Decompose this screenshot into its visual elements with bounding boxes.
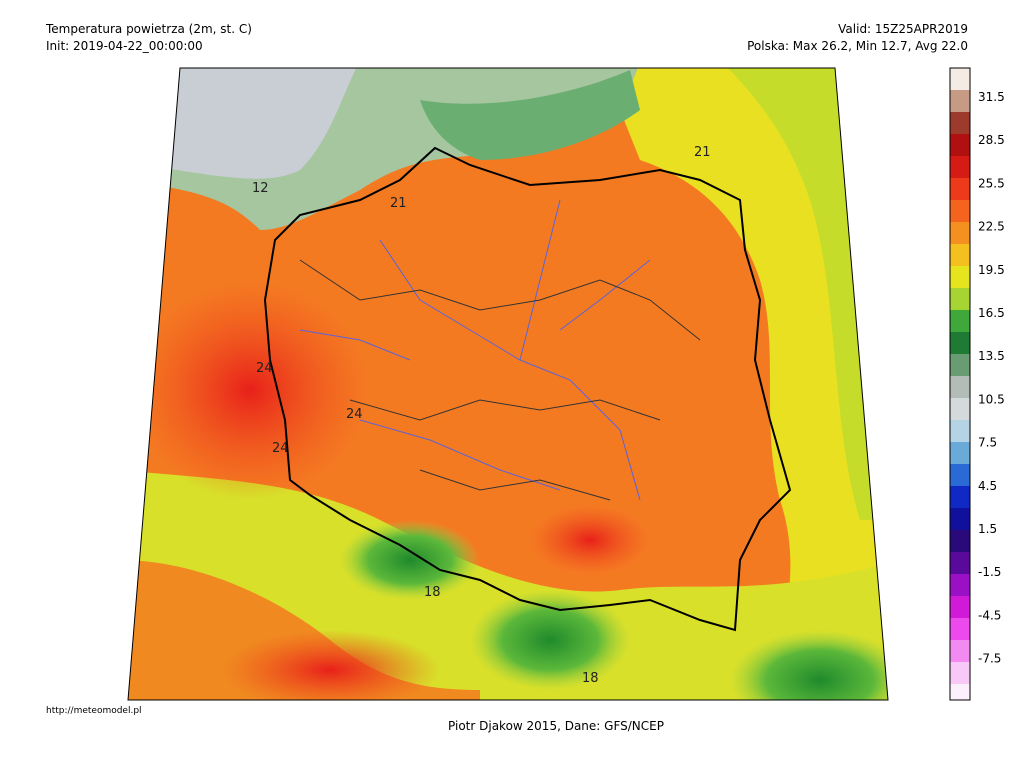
source-url: http://meteomodel.pl <box>46 706 142 716</box>
colorbar-label: 13.5 <box>978 349 1005 363</box>
contour-label: 24 <box>272 441 289 456</box>
colorbar-label: 28.5 <box>978 133 1005 147</box>
colorbar <box>949 67 971 701</box>
map-frame <box>127 67 889 701</box>
contour-label: 21 <box>390 196 407 211</box>
colorbar-label: 22.5 <box>978 220 1005 234</box>
colorbar-label: 31.5 <box>978 90 1005 104</box>
colorbar-label: 1.5 <box>978 522 997 536</box>
colorbar-label: 4.5 <box>978 479 997 493</box>
contour-label: 18 <box>424 585 441 600</box>
map-title: Temperatura powietrza (2m, st. C) <box>45 22 252 36</box>
contour-label: 18 <box>582 671 599 686</box>
stats: Polska: Max 26.2, Min 12.7, Avg 22.0 <box>747 39 968 53</box>
contour-label: 12 <box>252 181 269 196</box>
colorbar-label: -4.5 <box>978 608 1001 622</box>
contour-labels: 21 24 24 24 21 18 18 12 <box>252 145 711 686</box>
colorbar-label: 10.5 <box>978 392 1005 406</box>
colorbar-label: 16.5 <box>978 306 1005 320</box>
colorbar-label: 25.5 <box>978 176 1005 190</box>
colorbar-labels: 31.5 28.5 25.5 22.5 19.5 16.5 13.5 10.5 7.5 4.5 1.… <box>978 90 1005 666</box>
contour-label: 21 <box>694 145 711 160</box>
map <box>128 68 888 700</box>
contour-label: 24 <box>256 361 273 376</box>
colorbar-label: -7.5 <box>978 652 1001 666</box>
credit: Piotr Djakow 2015, Dane: GFS/NCEP <box>448 719 664 733</box>
init-time: Init: 2019-04-22_00:00:00 <box>46 39 203 53</box>
contour-label: 24 <box>346 407 363 422</box>
valid-time: Valid: 15Z25APR2019 <box>838 22 968 36</box>
colorbar-label: 19.5 <box>978 263 1005 277</box>
colorbar-label: 7.5 <box>978 436 997 450</box>
colorbar-label: -1.5 <box>978 565 1001 579</box>
